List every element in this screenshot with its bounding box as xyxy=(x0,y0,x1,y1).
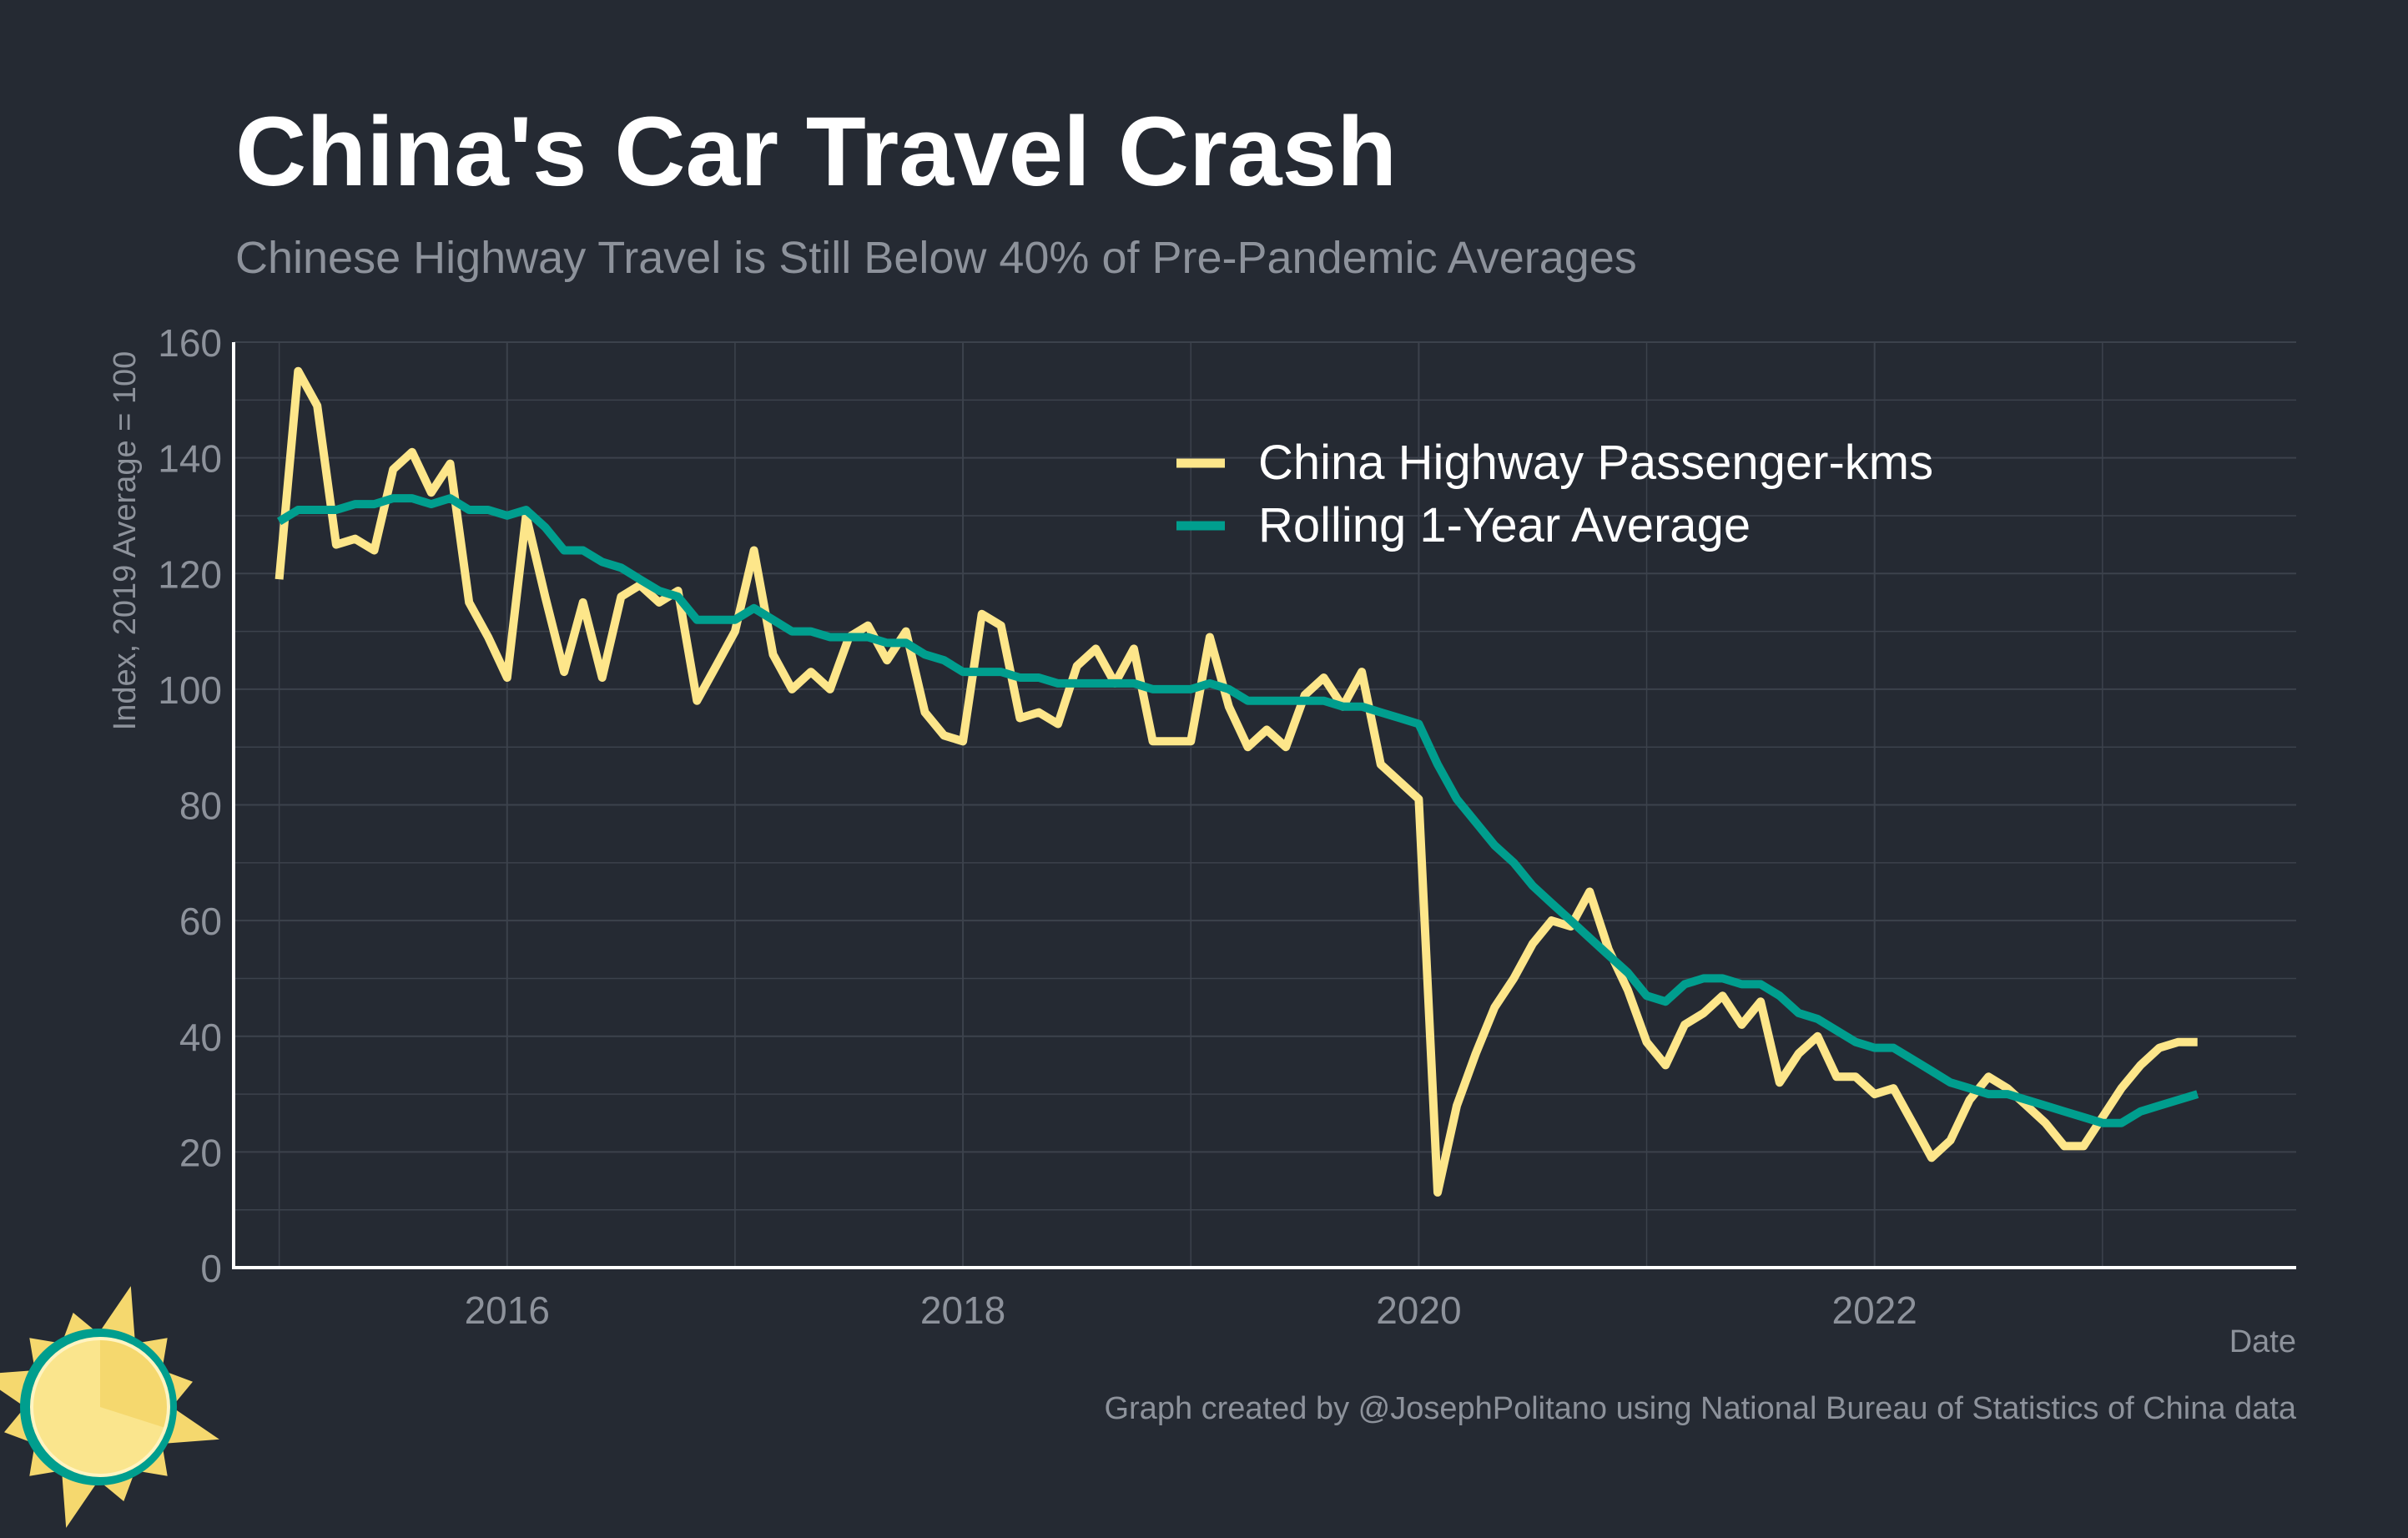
axes xyxy=(232,342,2296,1269)
legend-label-highway: China Highway Passenger-kms xyxy=(1258,436,1933,490)
y-axis-title: Index, 2019 Average = 100 xyxy=(108,351,143,731)
x-tick-label: 2016 xyxy=(465,1288,550,1332)
x-tick-label: 2022 xyxy=(1832,1288,1917,1332)
series-lines xyxy=(275,366,2199,1197)
y-tick-label: 140 xyxy=(158,437,222,481)
y-tick-label: 0 xyxy=(200,1247,222,1290)
y-tick-label: 60 xyxy=(179,900,222,943)
series-line-highway-passenger-kms xyxy=(275,366,2198,1197)
y-tick-label: 40 xyxy=(179,1016,222,1059)
sun-disc-outline xyxy=(30,1337,170,1477)
y-tick-label: 120 xyxy=(158,552,222,596)
x-tick-label: 2018 xyxy=(920,1288,1005,1332)
x-tick-label: 2020 xyxy=(1376,1288,1461,1332)
sun-logo-icon xyxy=(0,1286,219,1528)
series-line-rolling-average xyxy=(276,494,2199,1127)
y-tick-label: 160 xyxy=(158,321,222,365)
y-tick-label: 20 xyxy=(179,1131,222,1174)
sun-disc-highlight xyxy=(32,1339,165,1475)
x-axis-ticks: 2016 2018 2020 2022 xyxy=(465,1288,1917,1332)
y-axis-ticks: 0 20 40 60 80 100 120 140 160 xyxy=(158,321,222,1290)
x-axis-title: Date xyxy=(2229,1324,2296,1359)
y-tick-label: 100 xyxy=(158,668,222,712)
legend-label-average: Rolling 1-Year Average xyxy=(1258,498,1751,552)
chart-title: China's Car Travel Crash xyxy=(235,97,1397,207)
legend: China Highway Passenger-kms Rolling 1-Ye… xyxy=(1176,436,1933,552)
chart-subtitle: Chinese Highway Travel is Still Below 40… xyxy=(235,233,1637,283)
y-tick-label: 80 xyxy=(179,784,222,828)
source-credit: Graph created by @JosephPolitano using N… xyxy=(1104,1391,2296,1426)
